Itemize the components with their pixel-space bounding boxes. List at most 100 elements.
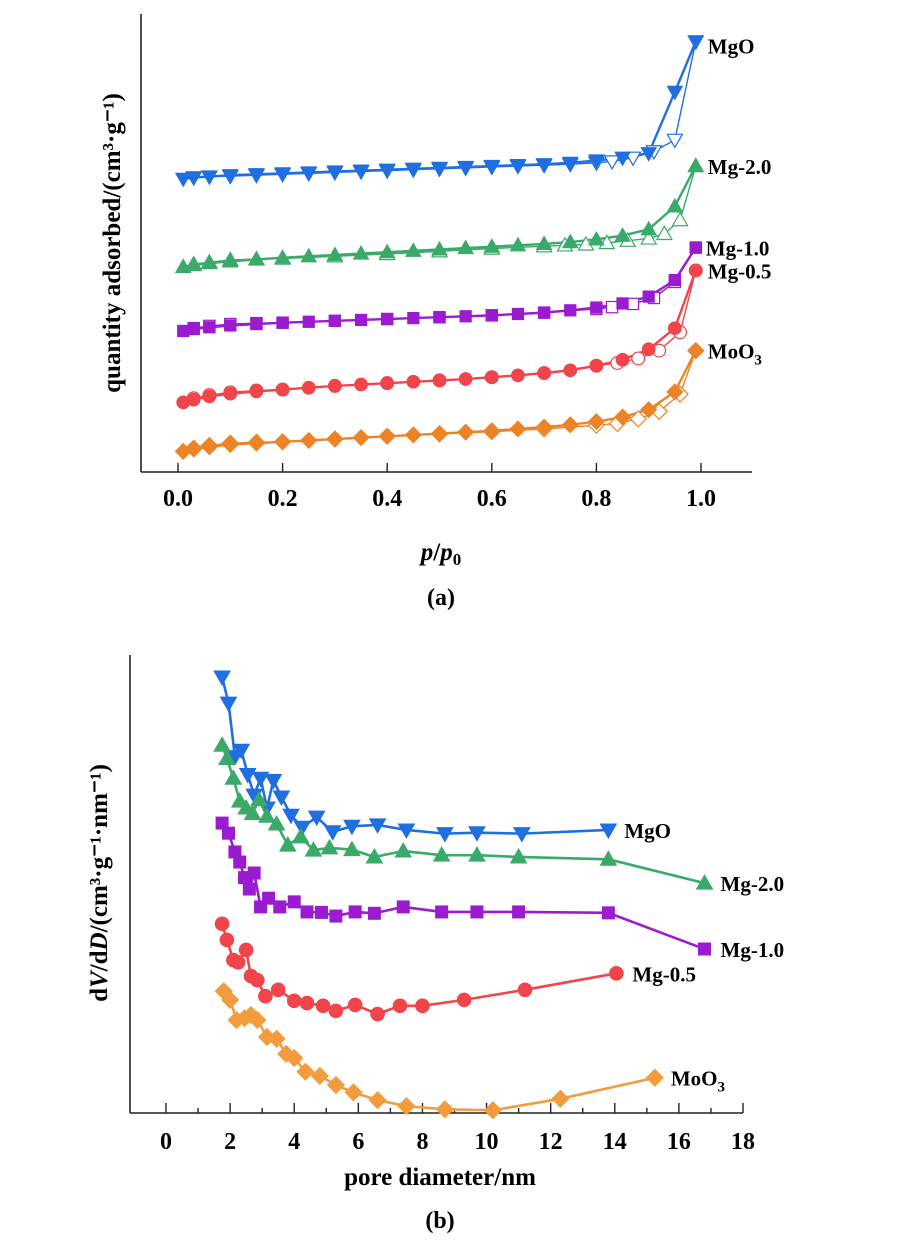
chart-a-mg-2.0-adsorption-point [483, 238, 501, 253]
chart-b-series-moo3 [214, 982, 664, 1120]
chart-a-mg-1.0-adsorption-point [354, 313, 368, 327]
chart-b-mg-2.0-point [250, 790, 268, 807]
chart-a-mg-1.0-adsorption-point [590, 301, 603, 314]
chart-b-moo3-point [221, 990, 240, 1009]
chart-a-mg-2.0-adsorption-point [535, 235, 553, 251]
chart-b-mg-1.0-point [435, 905, 449, 919]
chart-b-mgo-point [397, 823, 416, 839]
chart-a-mg-0.5-adsorption-point [537, 366, 551, 380]
chart-a-mgo-adsorption-point [535, 158, 553, 173]
chart-a-moo3-adsorption-point [378, 427, 396, 445]
chart-b-mg-1.0-point [367, 906, 381, 920]
chart-b-series [213, 670, 714, 1120]
chart-a-series-label: Mg-1.0 [706, 237, 770, 261]
chart-a-moo3-adsorption-point [247, 434, 266, 452]
chart-b-series-mgo [213, 670, 618, 843]
chart-a-mg-2.0-adsorption-point [640, 220, 658, 236]
chart-a-x-tick-label: 1.0 [686, 486, 716, 512]
chart-b-mg-0.5-point [286, 993, 302, 1009]
chart-b-mgo-point [219, 696, 238, 713]
chart-b-x-tick-label: 12 [539, 1129, 563, 1155]
chart-a-series-label: MgO [708, 34, 755, 58]
chart-b-mg-1.0-point [247, 866, 261, 880]
chart-b-series-mg-2.0 [213, 736, 714, 890]
chart-a-series [174, 35, 705, 460]
chart-a-mgo-adsorption-point [174, 172, 192, 188]
chart-b-mg-0.5-point [270, 982, 286, 998]
chart-b-mgo-point [232, 743, 251, 760]
chart-b-x-tick-label: 0 [160, 1129, 172, 1155]
chart-a-moo3-desorption-point [629, 410, 647, 428]
chart-a-moo3-adsorption-point [613, 408, 632, 426]
chart-a-moo3-adsorption-point [300, 431, 318, 449]
chart-b-series-label: MgO [624, 819, 671, 843]
chart-a-moo3-adsorption-point [185, 440, 203, 458]
chart-a-mg-0.5-adsorption-point [249, 384, 264, 399]
chart-a-mgo-desorption-point [666, 133, 684, 149]
chart-a-mg-1.0-adsorption-point [689, 241, 702, 254]
chart-a-mg-1.0-adsorption-point [177, 324, 190, 338]
chart-a-mg-2.0-adsorption-point [326, 246, 344, 262]
chart-b-moo3-point [248, 1010, 267, 1030]
chart-b-series-label: MoO3 [671, 1067, 725, 1096]
chart-a-x-ticks: 0.0 0.2 0.4 0.6 0.8 1.0 [163, 463, 716, 512]
chart-a-moo3-adsorption-point [535, 418, 553, 436]
chart-b-mg-1.0-point [601, 906, 615, 920]
chart-b-mgo-point [282, 808, 300, 825]
chart-a-mg-1.0-adsorption-point [616, 297, 629, 310]
chart-b-mg-1.0-point [273, 900, 287, 914]
chart-a-mg-1.0-desorption-point [626, 297, 640, 311]
chart-b-mgo-point [512, 827, 531, 843]
chart-a-mg-0.5-adsorption-point [275, 382, 290, 397]
chart-a-mg-0.5-adsorption-point [380, 376, 395, 391]
chart-b-x-ticks: 0 2 4 6 8 10 12 14 16 18 [160, 1103, 755, 1155]
chart-a-mg-1.0-adsorption-point [381, 312, 394, 326]
chart-a-mg-1.0-adsorption-point [511, 307, 525, 321]
chart-a-series-labels: MgO Mg-2.0 Mg-1.0Mg-0.5 MoO3 [706, 34, 772, 368]
chart-a-mg-2.0-adsorption-point [378, 243, 396, 259]
chart-b-mgo-point [251, 771, 270, 788]
chart-b-mg-2.0-point [304, 841, 323, 857]
chart-a-mg-0.5-adsorption-point [186, 392, 201, 407]
chart-b-mg-2.0-point [243, 804, 262, 820]
chart-a-moo3-adsorption-point [587, 413, 605, 431]
chart-a-mg-0.5-adsorption-point [484, 370, 499, 385]
chart-a-mg-1.0-adsorption-point [407, 311, 420, 325]
chart-a-series-label: MoO3 [708, 340, 762, 369]
chart-b-mg-0.5-point [238, 942, 254, 958]
chart-a-mg-2.0-adsorption-point [185, 256, 203, 272]
chart-a-series-mgo [174, 35, 705, 188]
chart-b-moo3-point [310, 1066, 329, 1086]
chart-a-mg-1.0-desorption-point [605, 300, 619, 314]
chart-a-moo3-adsorption-point [404, 426, 422, 444]
chart-b-mg-0.5-point [328, 1003, 344, 1019]
chart-a-mg-2.0-desorption-point [655, 225, 673, 241]
chart-a-mg-0.5-adsorption-point [328, 379, 342, 393]
chart-a-mg-1.0-adsorption-point [302, 315, 315, 328]
chart-b: 0 2 4 6 8 10 12 14 16 18 MgO Mg-2.0 Mg-1.0 Mg-0.5 MoO… [86, 655, 784, 1234]
chart-a-mgo-adsorption-point [248, 168, 265, 183]
chart-b-moo3-point [296, 1062, 315, 1081]
chart-b-mg-1.0-point [698, 942, 712, 956]
chart-a-mg-1.0-adsorption-point [459, 310, 472, 323]
chart-b-mg-1.0-point [470, 905, 484, 919]
chart-a-moo3-adsorption-point [666, 383, 684, 401]
chart-b-mg-0.5-point [456, 992, 472, 1008]
chart-b-mg-1.0-point [242, 882, 256, 896]
chart-a-mg-1.0-adsorption-point [668, 273, 681, 287]
chart-b-mg-0.5-point [299, 995, 315, 1011]
chart-a-y-axis-title: quantity adsorbed/(cm³·g⁻¹) [99, 93, 126, 393]
chart-b-mgo-point [293, 820, 312, 837]
chart-a-mg-0.5-adsorption-point [563, 363, 578, 378]
chart-a-mgo-adsorption-point [483, 159, 501, 175]
chart-a-panel-label: (a) [427, 585, 455, 611]
chart-a-moo3-adsorption-point [274, 433, 292, 451]
chart-b-x-tick-label: 6 [352, 1129, 364, 1155]
chart-a-mg-1.0-adsorption-point [537, 306, 551, 319]
chart-b-mgo-point [436, 827, 454, 843]
chart-a-mgo-adsorption-point [300, 166, 318, 181]
chart-a-mgo-adsorption-point [509, 159, 527, 174]
chart-a-mg-0.5-desorption-point [631, 351, 646, 366]
chart-a-mg-2.0-adsorption-point [274, 249, 291, 264]
chart-b-mgo-point [368, 818, 387, 834]
